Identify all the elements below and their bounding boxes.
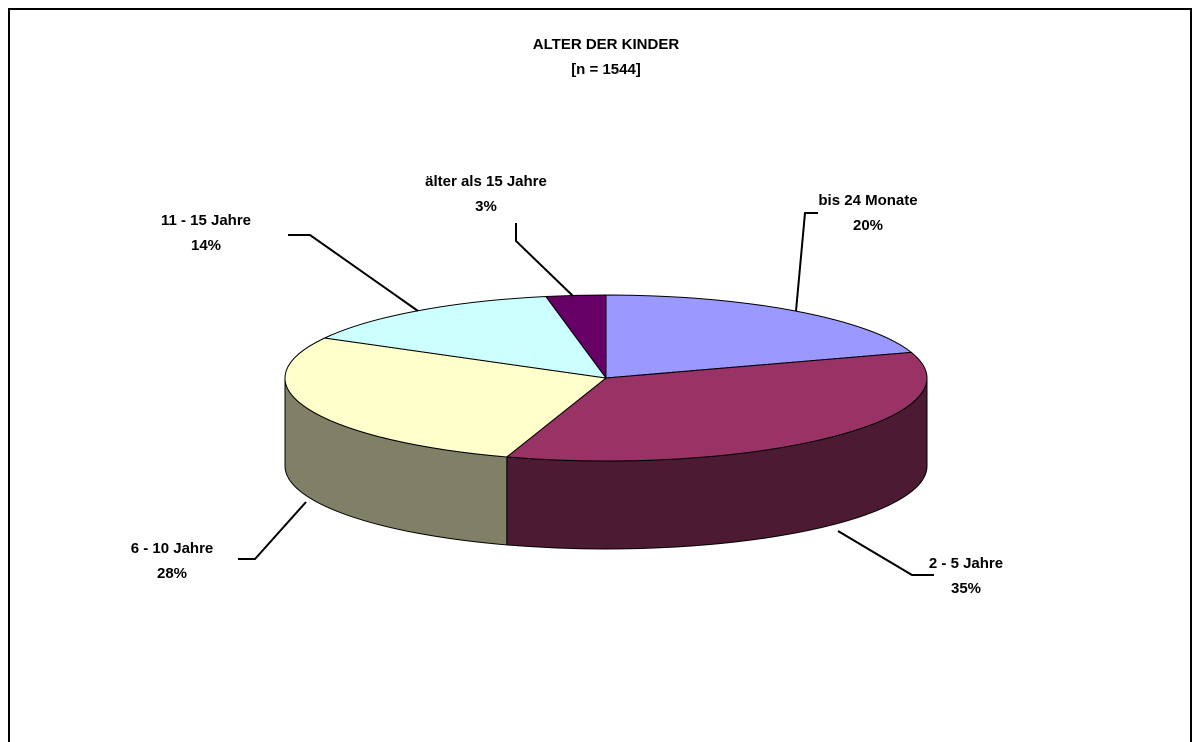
slice <box>605 294 913 379</box>
leader-line <box>515 223 574 297</box>
slice-value-label: 35% <box>951 580 981 597</box>
slice-label: 2 - 5 Jahre <box>929 555 1003 572</box>
slice-value-label: 20% <box>853 217 883 234</box>
slice <box>284 337 608 458</box>
slice-value-label: 28% <box>157 565 187 582</box>
chart-subtitle: [n = 1544] <box>571 61 641 78</box>
slice-label: älter als 15 Jahre <box>425 173 547 190</box>
leader-line <box>238 501 307 560</box>
chart-title: ALTER DER KINDER <box>533 36 680 53</box>
slice-value-label: 14% <box>191 237 221 254</box>
slice-label: 11 - 15 Jahre <box>161 212 251 229</box>
slice-label: 6 - 10 Jahre <box>131 540 214 557</box>
slice <box>544 294 607 380</box>
slice-value-label: 3% <box>475 198 497 215</box>
leader-line <box>837 530 934 576</box>
slice <box>505 351 928 462</box>
leader-line <box>795 212 818 312</box>
leader-line <box>288 234 419 312</box>
slice-label: bis 24 Monate <box>818 192 917 209</box>
